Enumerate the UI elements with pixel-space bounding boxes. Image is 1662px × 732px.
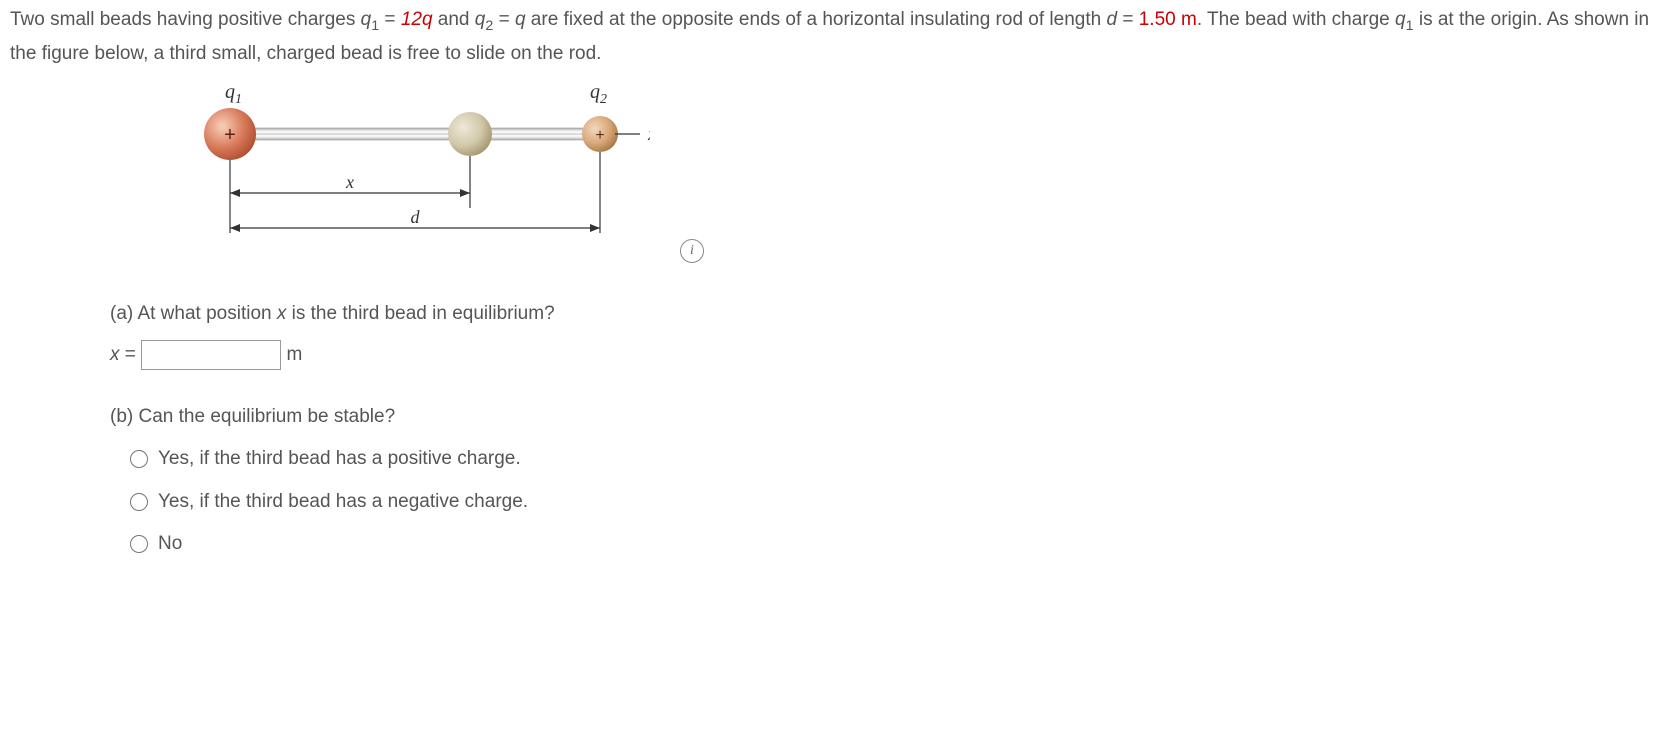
- value-q2: q: [515, 9, 526, 30]
- option-row[interactable]: Yes, if the third bead has a positive ch…: [130, 443, 1652, 475]
- part-b-options: Yes, if the third bead has a positive ch…: [110, 443, 1652, 560]
- eq: =: [379, 9, 401, 30]
- dimension-d: d: [411, 207, 421, 227]
- part-a-prompt: (a) At what position x is the third bead…: [110, 298, 1652, 330]
- option-radio-3[interactable]: [130, 535, 148, 553]
- dimension-x: x: [345, 172, 354, 192]
- answer-eq: =: [120, 344, 142, 365]
- sub-1: 1: [371, 18, 379, 34]
- figure-container: q1 q2 + + x x d i: [190, 78, 1652, 268]
- text: are fixed at the opposite ends of a hori…: [526, 9, 1107, 30]
- sub-1b: 1: [1406, 18, 1414, 34]
- part-b-prompt: (b) Can the equilibrium be stable?: [110, 401, 1652, 433]
- value-q1: 12q: [401, 9, 433, 30]
- figure-label-q1: q1: [225, 81, 242, 107]
- option-row[interactable]: Yes, if the third bead has a negative ch…: [130, 486, 1652, 518]
- part-b: (b) Can the equilibrium be stable? Yes, …: [110, 401, 1652, 560]
- option-label: No: [158, 528, 182, 560]
- answer-variable: x: [110, 344, 120, 365]
- answer-unit: m: [286, 344, 302, 365]
- physics-diagram: q1 q2 + + x x d: [190, 78, 650, 268]
- figure-label-q2: q2: [590, 81, 607, 107]
- eq: =: [493, 9, 515, 30]
- text: . The bead with charge: [1197, 9, 1395, 30]
- x-axis-label: x: [647, 124, 650, 144]
- question-parts: (a) At what position x is the third bead…: [110, 298, 1652, 560]
- variable-q1b: q: [1395, 9, 1406, 30]
- bead-sliding: [448, 112, 492, 156]
- value-d: 1.50 m: [1139, 9, 1197, 30]
- variable-q2: q: [475, 9, 486, 30]
- part-a-input[interactable]: [141, 340, 281, 370]
- text: and: [433, 9, 475, 30]
- eq: =: [1117, 9, 1139, 30]
- part-a: (a) At what position x is the third bead…: [110, 298, 1652, 371]
- plus-icon: +: [595, 127, 604, 144]
- option-row[interactable]: No: [130, 528, 1652, 560]
- plus-icon: +: [224, 124, 236, 146]
- option-radio-1[interactable]: [130, 450, 148, 468]
- info-icon[interactable]: i: [680, 239, 704, 263]
- variable-q1: q: [361, 9, 372, 30]
- text: Two small beads having positive charges: [10, 9, 361, 30]
- option-label: Yes, if the third bead has a negative ch…: [158, 486, 528, 518]
- option-label: Yes, if the third bead has a positive ch…: [158, 443, 521, 475]
- problem-statement: Two small beads having positive charges …: [10, 4, 1652, 70]
- option-radio-2[interactable]: [130, 493, 148, 511]
- variable-d: d: [1106, 9, 1117, 30]
- part-a-answer-row: x = m: [110, 339, 1652, 371]
